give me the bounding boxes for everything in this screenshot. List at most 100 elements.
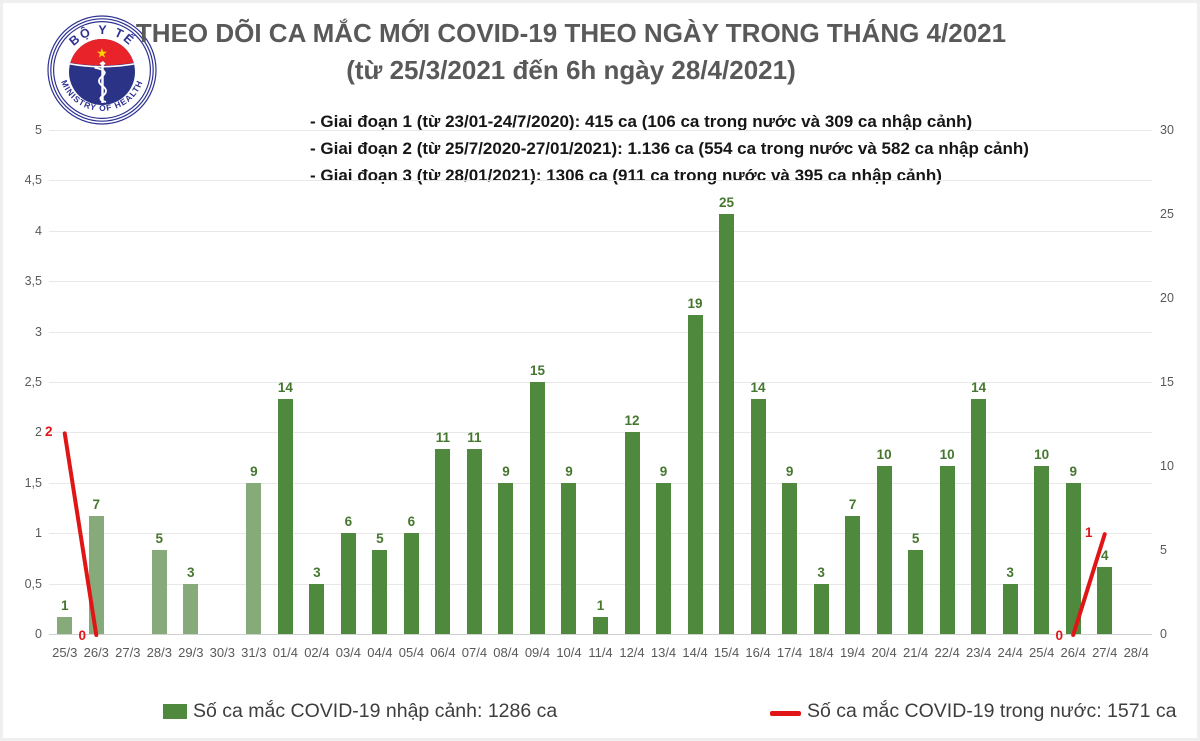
x-axis-label: 22/4 bbox=[934, 645, 960, 660]
right-axis-tick: 15 bbox=[1160, 375, 1174, 389]
gridline bbox=[49, 382, 1152, 383]
bar-value-label: 1 bbox=[61, 598, 69, 614]
imported-cases-bar bbox=[151, 550, 167, 634]
bar-value-label: 9 bbox=[785, 463, 794, 479]
bar-value-label: 9 bbox=[659, 463, 668, 479]
x-axis-label: 14/4 bbox=[682, 645, 708, 660]
left-axis-tick: 0,5 bbox=[24, 576, 42, 591]
bar-value-label: 5 bbox=[155, 531, 164, 546]
left-axis-tick: 4,5 bbox=[24, 173, 42, 188]
logo-graphic: BỘ Y TẾ MINISTRY OF HEALTH ★ bbox=[47, 15, 157, 125]
x-axis-label: 04/4 bbox=[367, 645, 393, 660]
imported-cases-bar bbox=[1034, 466, 1050, 634]
left-axis-tick: 1 bbox=[35, 526, 42, 541]
x-axis-label: 30/3 bbox=[209, 645, 235, 660]
x-axis-label: 09/4 bbox=[524, 645, 551, 660]
bar-value-label: 19 bbox=[687, 295, 703, 311]
imported-cases-bar bbox=[656, 482, 672, 634]
x-axis-label: 29/3 bbox=[178, 645, 204, 660]
imported-cases-bar bbox=[845, 516, 861, 634]
right-axis-tick: 10 bbox=[1160, 459, 1174, 473]
imported-cases-bar bbox=[277, 398, 293, 634]
x-axis-label: 28/4 bbox=[1123, 645, 1149, 660]
imported-cases-bar bbox=[813, 583, 829, 634]
imported-cases-bar bbox=[750, 398, 766, 634]
x-axis-label: 18/4 bbox=[808, 645, 834, 660]
phase-2-note: - Giai đoạn 2 (từ 25/7/2020-27/01/2021):… bbox=[310, 139, 1029, 158]
plot-area: 1 7 5 3 9 14 3 6 5 6 11 11 9 15 9 1 12 9 19 25 14 9 3 7 10 5 10 14 3… bbox=[45, 130, 1152, 643]
imported-cases-bar bbox=[498, 482, 514, 634]
bar-value-label: 3 bbox=[817, 564, 825, 580]
imported-cases-bar bbox=[372, 550, 388, 634]
gridline bbox=[49, 130, 1152, 131]
imported-cases-bar bbox=[561, 482, 577, 634]
bar-value-label: 9 bbox=[565, 463, 573, 479]
imported-cases-bar bbox=[340, 533, 356, 634]
imported-cases-bar bbox=[939, 466, 955, 634]
right-axis-tick: 25 bbox=[1160, 207, 1174, 221]
star-icon: ★ bbox=[96, 46, 108, 61]
x-axis-label: 13/4 bbox=[650, 645, 677, 660]
bar-value-label: 9 bbox=[502, 463, 510, 479]
bar-value-label: 7 bbox=[92, 497, 101, 513]
imported-cases-bar bbox=[246, 482, 262, 634]
x-axis-label: 25/3 bbox=[52, 645, 78, 660]
imported-cases-bar bbox=[403, 533, 419, 634]
logo-red-band bbox=[69, 39, 135, 66]
x-axis-label: 20/4 bbox=[871, 645, 897, 660]
x-axis-label: 27/3 bbox=[115, 645, 141, 660]
line-segment bbox=[1071, 532, 1107, 637]
x-axis-label: 24/4 bbox=[997, 645, 1023, 660]
bar-value-label: 25 bbox=[719, 195, 735, 210]
gridline bbox=[49, 533, 1152, 535]
x-axis-label: 15/4 bbox=[713, 645, 740, 660]
x-axis-label: 17/4 bbox=[776, 645, 803, 660]
imported-cases-bar bbox=[435, 449, 451, 634]
x-axis-label: 31/3 bbox=[241, 645, 267, 660]
x-axis-label: 08/4 bbox=[493, 645, 519, 660]
legend-bar-label: Số ca mắc COVID-19 nhập cảnh: 1286 ca bbox=[193, 700, 558, 722]
right-axis-tick: 5 bbox=[1160, 543, 1167, 557]
legend-line-swatch bbox=[770, 711, 801, 716]
logo-ring-mid bbox=[50, 18, 154, 122]
bar-value-label: 14 bbox=[750, 379, 766, 395]
imported-cases-bar bbox=[593, 617, 608, 634]
imported-cases-bar bbox=[782, 482, 798, 634]
line-value-label: 0 bbox=[78, 628, 87, 643]
bar-value-label: 3 bbox=[313, 564, 321, 580]
phase-3-note: - Giai đoạn 3 (từ 28/01/2021): 1306 ca (… bbox=[310, 166, 942, 185]
gridline bbox=[49, 583, 1152, 585]
gridline bbox=[49, 331, 1152, 333]
ministry-of-health-logo: BỘ Y TẾ MINISTRY OF HEALTH ★ bbox=[46, 14, 158, 126]
x-axis-line bbox=[49, 634, 1152, 635]
bar-value-label: 15 bbox=[529, 363, 545, 378]
bar-value-label: 4 bbox=[1100, 547, 1109, 563]
line-value-label: 1 bbox=[1084, 525, 1093, 541]
bar-value-label: 7 bbox=[848, 497, 857, 513]
bar-value-label: 10 bbox=[876, 447, 892, 462]
left-axis-tick: 2 bbox=[35, 425, 42, 440]
legend-line-label: Số ca mắc COVID-19 trong nước: 1571 ca bbox=[807, 700, 1177, 722]
x-axis-label: 06/4 bbox=[430, 645, 456, 660]
x-axis-label: 16/4 bbox=[745, 645, 771, 660]
x-axis-label: 03/4 bbox=[335, 645, 362, 660]
bar-value-label: 3 bbox=[1006, 564, 1014, 580]
bar-value-label: 6 bbox=[407, 514, 416, 530]
gridline bbox=[49, 281, 1152, 283]
left-axis-tick: 4 bbox=[35, 223, 42, 238]
imported-cases-bar bbox=[624, 432, 640, 634]
imported-cases-bar bbox=[971, 398, 987, 634]
legend-bar-swatch bbox=[163, 704, 187, 719]
phase-1-note: - Giai đoạn 1 (từ 23/01-24/7/2020): 415 … bbox=[310, 112, 973, 131]
gridline bbox=[49, 230, 1152, 232]
right-axis-tick: 30 bbox=[1160, 123, 1174, 137]
x-axis-label: 12/4 bbox=[619, 645, 645, 660]
bar-value-label: 10 bbox=[939, 447, 955, 462]
chart-title: THEO DÕI CA MẮC MỚI COVID-19 THEO NGÀY T… bbox=[135, 18, 1007, 48]
bar-value-label: 11 bbox=[467, 430, 482, 446]
logo-ring-outer bbox=[47, 15, 157, 125]
imported-cases-bar bbox=[529, 382, 545, 634]
bar-value-label: 14 bbox=[971, 379, 987, 395]
imported-cases-bar bbox=[1097, 566, 1113, 634]
